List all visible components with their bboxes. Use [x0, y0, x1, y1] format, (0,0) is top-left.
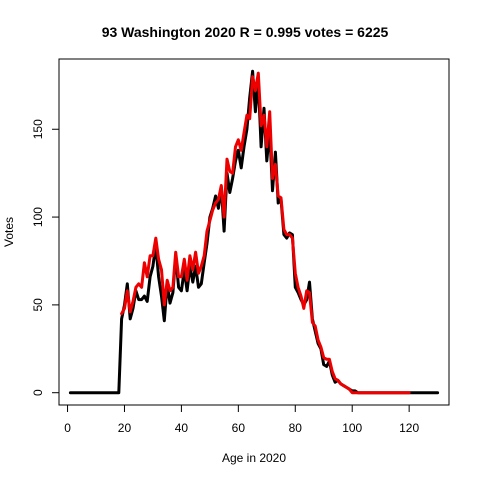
chart-title: 93 Washington 2020 R = 0.995 votes = 622… [102, 24, 389, 40]
y-tick-label: 150 [31, 119, 45, 139]
x-tick-label: 60 [232, 421, 246, 435]
x-tick-label: 40 [175, 421, 189, 435]
x-tick-label: 100 [342, 421, 362, 435]
y-tick-label: 0 [31, 389, 45, 396]
y-axis: 0 50 100 150 [31, 119, 60, 396]
y-tick-label: 50 [31, 298, 45, 312]
x-tick-label: 20 [118, 421, 132, 435]
y-tick-label: 100 [31, 207, 45, 227]
series-line-1 [68, 69, 440, 395]
x-tick-label: 120 [399, 421, 419, 435]
series-line-2 [120, 71, 411, 395]
x-axis: 0 20 40 60 80 100 120 [64, 404, 419, 435]
x-tick-label: 80 [289, 421, 303, 435]
y-axis-label: Votes [2, 217, 16, 247]
x-tick-label: 0 [64, 421, 71, 435]
series-layer [68, 69, 440, 395]
x-axis-label: Age in 2020 [222, 451, 286, 465]
